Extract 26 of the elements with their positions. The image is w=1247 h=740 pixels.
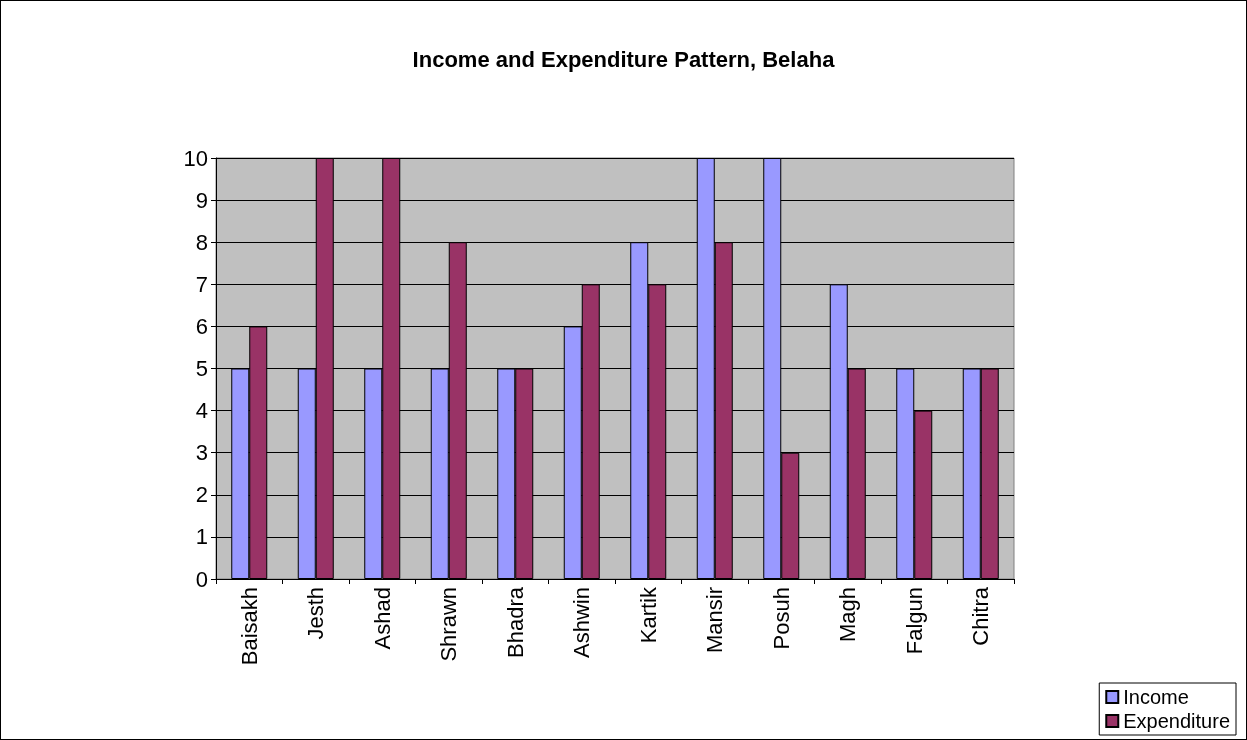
x-tick-label: Falgun <box>901 587 927 655</box>
x-tick-label: Jesth <box>303 587 329 640</box>
x-tick-label: Chitra <box>968 586 994 646</box>
x-tick-label: Shrawn <box>436 587 462 662</box>
y-tick-label: 0 <box>195 566 208 592</box>
y-tick-label: 6 <box>195 313 208 339</box>
x-tick-label: Ashwin <box>569 587 595 658</box>
y-tick-label: 10 <box>183 145 208 171</box>
y-tick-label: 2 <box>195 482 208 508</box>
y-tick-label: 1 <box>195 524 208 550</box>
y-tick-label: 9 <box>195 187 208 213</box>
legend-label: Income <box>1123 686 1189 708</box>
x-tick-label: Posuh <box>768 587 794 650</box>
x-tick-label: Mansir <box>702 587 728 654</box>
x-tick-label: Bhadra <box>502 586 528 658</box>
y-tick-label: 3 <box>195 440 208 466</box>
chart-title: Income and Expenditure Pattern, Belaha <box>412 46 836 72</box>
x-tick-label: Baisakh <box>236 587 262 666</box>
legend-label: Expenditure <box>1123 710 1231 732</box>
x-tick-label: Ashad <box>369 587 395 650</box>
x-tick-label: Magh <box>835 587 861 643</box>
y-tick-label: 7 <box>195 271 208 297</box>
y-tick-label: 8 <box>195 229 208 255</box>
x-tick-label: Kartik <box>635 586 661 644</box>
y-tick-label: 5 <box>195 356 208 381</box>
y-tick-label: 4 <box>195 398 208 424</box>
